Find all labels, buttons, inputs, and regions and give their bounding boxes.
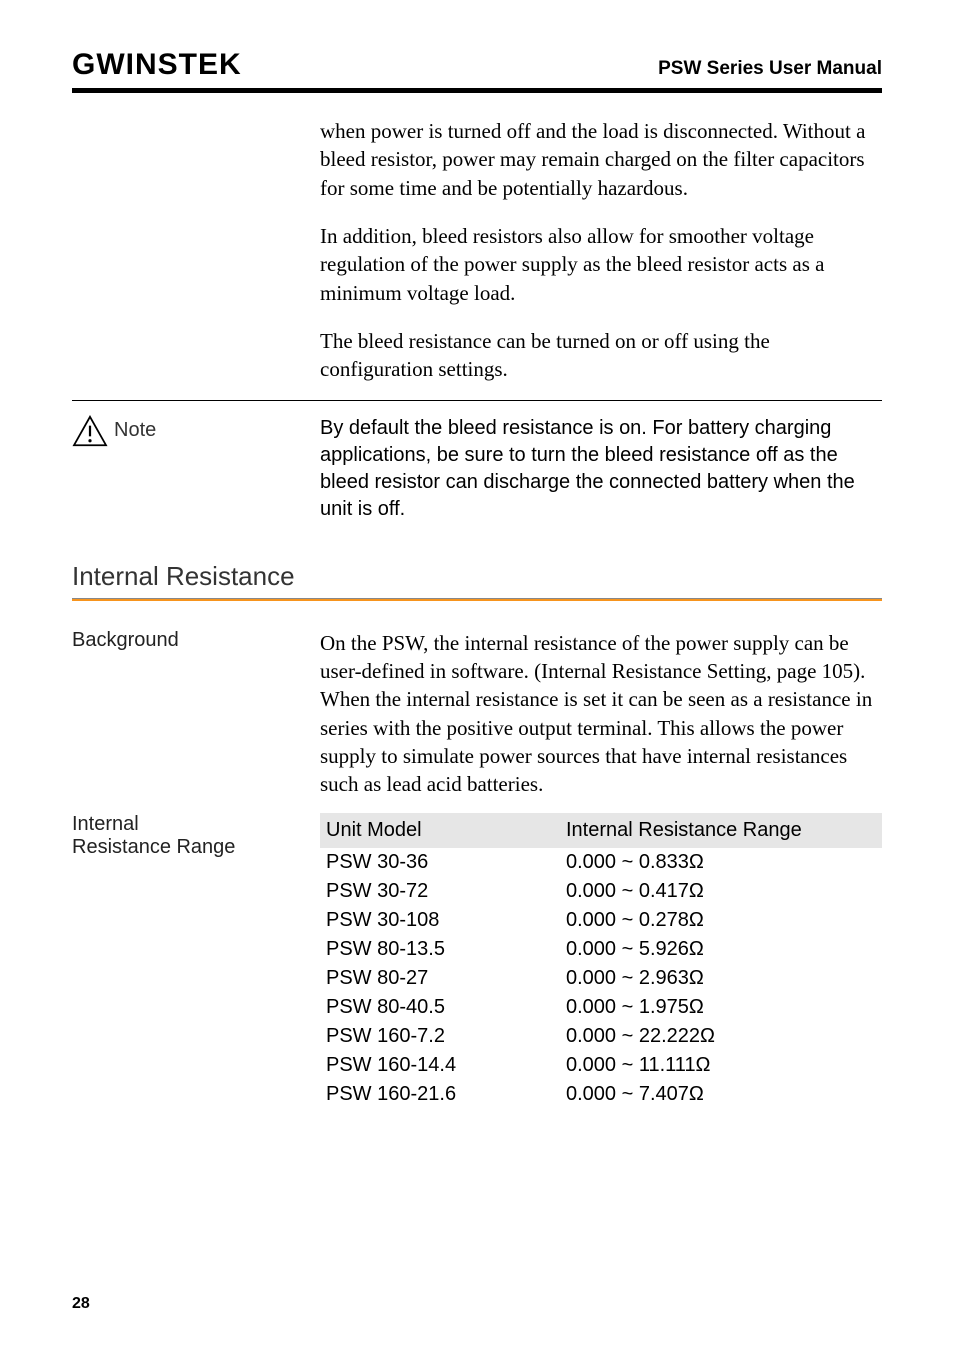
cell-range: 0.000 ~ 22.222Ω <box>566 1023 876 1050</box>
table-row: PSW 30-720.000 ~ 0.417Ω <box>320 877 882 906</box>
table-row: PSW 80-40.50.000 ~ 1.975Ω <box>320 993 882 1022</box>
cell-range: 0.000 ~ 2.963Ω <box>566 965 876 992</box>
brand-logo: GWINSTEK <box>72 48 242 82</box>
page-number: 28 <box>72 1295 90 1313</box>
manual-title: PSW Series User Manual <box>658 58 882 80</box>
cell-range: 0.000 ~ 11.111Ω <box>566 1052 876 1079</box>
intro-block: when power is turned off and the load is… <box>72 117 882 392</box>
brand-text: GWINSTEK <box>72 48 242 82</box>
table-side-label-line2: Resistance Range <box>72 836 302 859</box>
resistance-table: Unit Model Internal Resistance Range PSW… <box>320 813 882 1109</box>
table-row: PSW 160-14.40.000 ~ 11.111Ω <box>320 1051 882 1080</box>
note-label: Note <box>72 415 302 447</box>
cell-range: 0.000 ~ 0.833Ω <box>566 849 876 876</box>
cell-model: PSW 80-13.5 <box>326 936 566 963</box>
cell-model: PSW 160-14.4 <box>326 1052 566 1079</box>
cell-model: PSW 80-27 <box>326 965 566 992</box>
intro-para-2: In addition, bleed resistors also allow … <box>320 222 882 307</box>
cell-range: 0.000 ~ 7.407Ω <box>566 1081 876 1108</box>
section-divider <box>72 598 882 601</box>
table-body: PSW 30-360.000 ~ 0.833ΩPSW 30-720.000 ~ … <box>320 848 882 1109</box>
note-block: Note By default the bleed resistance is … <box>72 415 882 523</box>
table-row: PSW 30-360.000 ~ 0.833Ω <box>320 848 882 877</box>
intro-right: when power is turned off and the load is… <box>320 117 882 392</box>
background-text: On the PSW, the internal resistance of t… <box>320 629 882 799</box>
divider-1 <box>72 400 882 401</box>
cell-model: PSW 160-21.6 <box>326 1081 566 1108</box>
table-side-label: Internal Resistance Range <box>72 813 302 1109</box>
page-header: GWINSTEK PSW Series User Manual <box>72 48 882 93</box>
section-heading: Internal Resistance <box>72 561 882 592</box>
cell-range: 0.000 ~ 0.278Ω <box>566 907 876 934</box>
table-row: PSW 80-13.50.000 ~ 5.926Ω <box>320 935 882 964</box>
warning-icon <box>72 415 108 447</box>
intro-para-1: when power is turned off and the load is… <box>320 117 882 202</box>
table-side-label-line1: Internal <box>72 813 302 836</box>
background-block: Background On the PSW, the internal resi… <box>72 629 882 799</box>
intro-left-spacer <box>72 117 302 392</box>
cell-range: 0.000 ~ 5.926Ω <box>566 936 876 963</box>
table-row: PSW 160-7.20.000 ~ 22.222Ω <box>320 1022 882 1051</box>
cell-model: PSW 30-108 <box>326 907 566 934</box>
cell-range: 0.000 ~ 0.417Ω <box>566 878 876 905</box>
note-label-text: Note <box>114 419 156 442</box>
table-row: PSW 160-21.60.000 ~ 7.407Ω <box>320 1080 882 1109</box>
table-header-row: Unit Model Internal Resistance Range <box>320 813 882 848</box>
cell-range: 0.000 ~ 1.975Ω <box>566 994 876 1021</box>
table-row: PSW 80-270.000 ~ 2.963Ω <box>320 964 882 993</box>
table-header-model: Unit Model <box>326 817 566 844</box>
cell-model: PSW 160-7.2 <box>326 1023 566 1050</box>
intro-para-3: The bleed resistance can be turned on or… <box>320 327 882 384</box>
table-header-range: Internal Resistance Range <box>566 817 876 844</box>
resistance-table-block: Internal Resistance Range Unit Model Int… <box>72 813 882 1109</box>
cell-model: PSW 80-40.5 <box>326 994 566 1021</box>
cell-model: PSW 30-36 <box>326 849 566 876</box>
cell-model: PSW 30-72 <box>326 878 566 905</box>
table-row: PSW 30-1080.000 ~ 0.278Ω <box>320 906 882 935</box>
background-label: Background <box>72 629 302 799</box>
note-text: By default the bleed resistance is on. F… <box>320 415 882 523</box>
